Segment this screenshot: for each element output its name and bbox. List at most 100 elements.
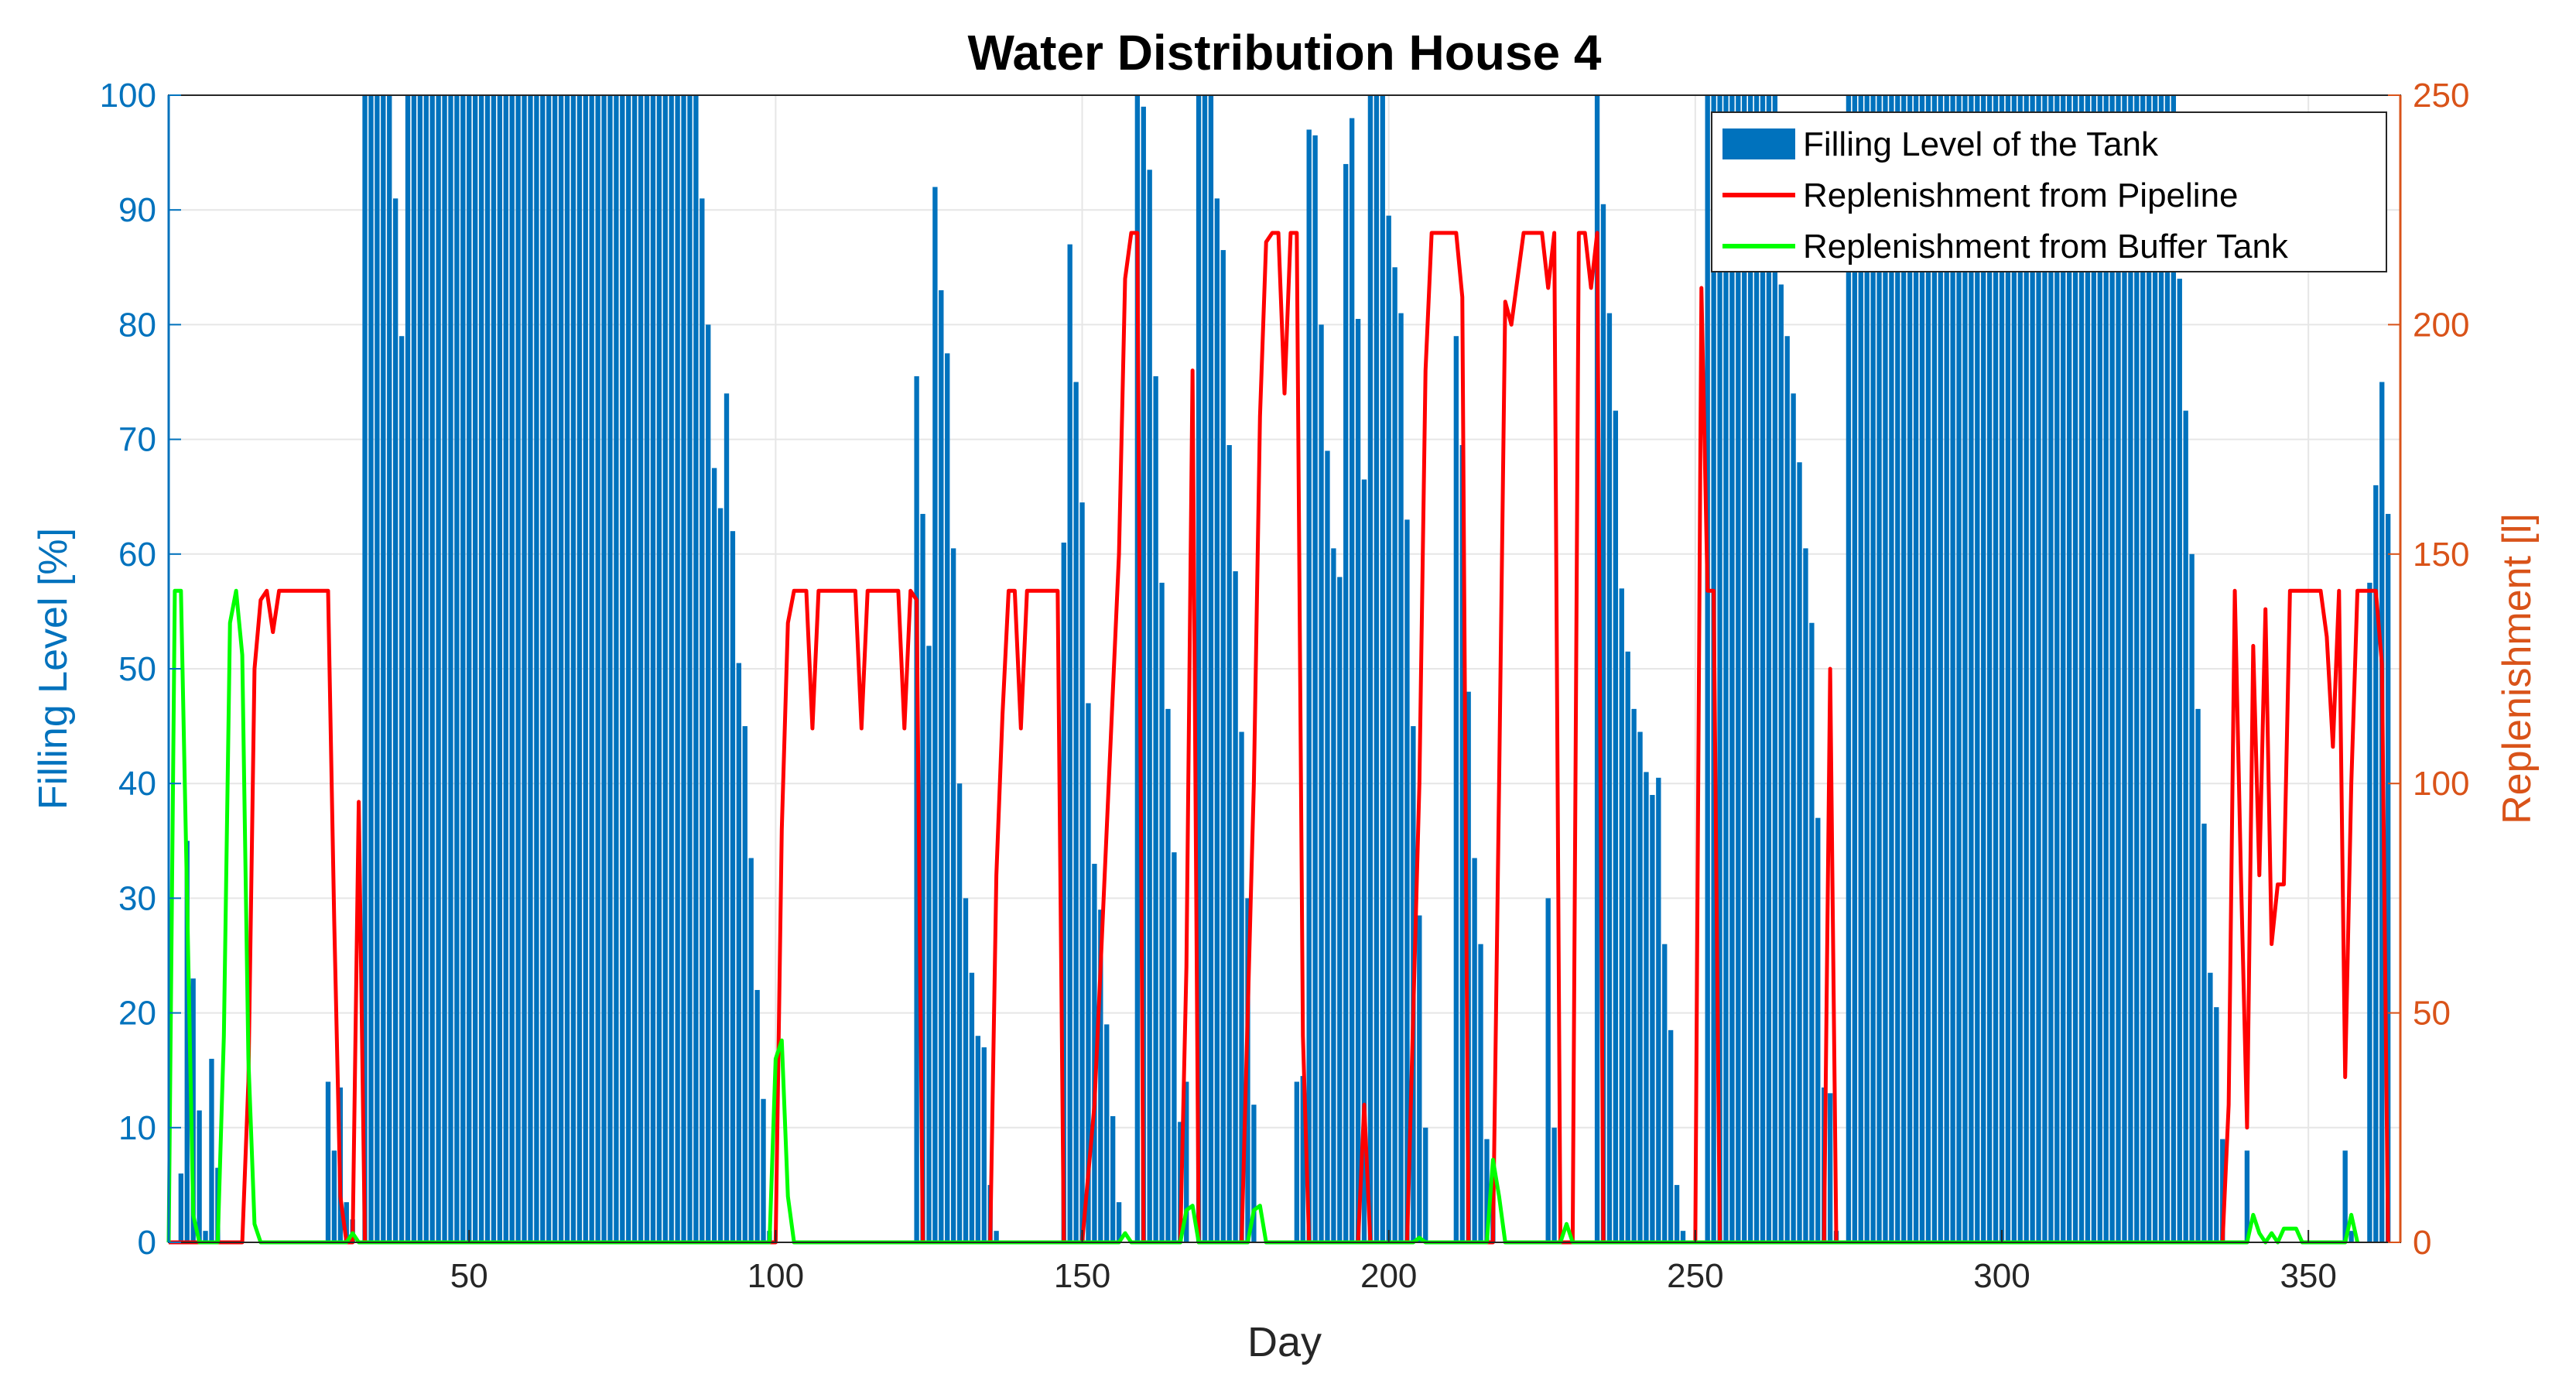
bar-day-36 bbox=[381, 95, 386, 1242]
bar-day-264 bbox=[1778, 284, 1784, 1242]
bar-day-76 bbox=[626, 95, 631, 1242]
bar-day-46 bbox=[442, 95, 447, 1242]
y-left-tick-label-60: 60 bbox=[118, 536, 156, 574]
bar-day-153 bbox=[1098, 910, 1103, 1242]
bar-day-66 bbox=[564, 95, 570, 1242]
bar-day-43 bbox=[423, 95, 429, 1242]
bar-day-236 bbox=[1606, 313, 1613, 1243]
bar-day-261 bbox=[1760, 95, 1766, 1242]
bar-day-59 bbox=[522, 95, 527, 1242]
x-tick-label-50: 50 bbox=[450, 1257, 488, 1295]
bar-day-88 bbox=[700, 198, 705, 1242]
bar-day-331 bbox=[2189, 553, 2195, 1242]
bar-day-254 bbox=[1717, 95, 1722, 1242]
bar-day-277 bbox=[1858, 95, 1863, 1242]
bar-day-54 bbox=[491, 95, 497, 1242]
bar-day-319 bbox=[2116, 95, 2121, 1242]
ticks: 50 100 150 200 250 300 350 0 10 20 30 40 50 60 70 80 90 1… bbox=[100, 77, 2470, 1295]
bar-day-136 bbox=[994, 1231, 999, 1242]
bar-day-238 bbox=[1619, 588, 1624, 1242]
bar-day-164 bbox=[1165, 708, 1171, 1242]
bar-day-191 bbox=[1331, 548, 1336, 1242]
bar-day-324 bbox=[2146, 95, 2152, 1242]
bar-day-37 bbox=[387, 95, 392, 1242]
bar-day-34 bbox=[368, 95, 374, 1242]
bar-day-302 bbox=[2011, 95, 2017, 1242]
bar-day-84 bbox=[675, 95, 680, 1242]
bar-day-8 bbox=[209, 1058, 214, 1242]
bar-day-279 bbox=[1870, 95, 1876, 1242]
y-right-tick-label-100: 100 bbox=[2413, 765, 2469, 803]
bar-day-227 bbox=[1551, 1127, 1557, 1242]
bar-day-147 bbox=[1061, 542, 1066, 1242]
bar-day-291 bbox=[1944, 95, 1949, 1242]
bar-day-33 bbox=[362, 95, 368, 1242]
bar-day-65 bbox=[558, 95, 564, 1242]
bar-day-292 bbox=[1950, 95, 1955, 1242]
bar-day-322 bbox=[2134, 95, 2140, 1242]
bar-day-155 bbox=[1110, 1115, 1116, 1242]
bar-day-296 bbox=[1975, 95, 1980, 1242]
bar-day-298 bbox=[1986, 95, 1993, 1242]
legend-swatch-filling-level bbox=[1722, 128, 1795, 159]
bar-day-28 bbox=[331, 1150, 337, 1242]
bar-day-62 bbox=[540, 95, 546, 1242]
bar-day-176 bbox=[1239, 731, 1244, 1242]
bar-day-132 bbox=[969, 972, 975, 1242]
bar-day-156 bbox=[1116, 1202, 1122, 1242]
bar-day-275 bbox=[1846, 95, 1852, 1242]
bar-day-269 bbox=[1809, 622, 1815, 1242]
bar-day-255 bbox=[1723, 95, 1729, 1242]
y-right-tick-label-200: 200 bbox=[2413, 306, 2469, 344]
bar-day-270 bbox=[1815, 817, 1821, 1242]
bar-day-167 bbox=[1184, 1081, 1189, 1242]
bar-day-334 bbox=[2208, 972, 2213, 1242]
bar-day-63 bbox=[546, 95, 552, 1242]
bar-day-89 bbox=[706, 324, 711, 1242]
x-axis-label: Day bbox=[1247, 1319, 1322, 1365]
bar-day-306 bbox=[2036, 95, 2041, 1242]
bar-day-60 bbox=[528, 95, 533, 1242]
bar-day-150 bbox=[1079, 502, 1085, 1242]
bar-day-30 bbox=[344, 1202, 349, 1242]
bar-day-79 bbox=[644, 95, 650, 1242]
bar-day-240 bbox=[1631, 708, 1637, 1242]
y-right-tick-label-0: 0 bbox=[2413, 1224, 2431, 1262]
bar-day-69 bbox=[583, 95, 588, 1242]
bar-day-256 bbox=[1729, 95, 1735, 1242]
bar-day-211 bbox=[1453, 336, 1459, 1243]
bar-day-154 bbox=[1104, 1024, 1110, 1242]
bar-day-53 bbox=[484, 95, 491, 1242]
bar-day-41 bbox=[411, 95, 417, 1242]
x-tick-label-200: 200 bbox=[1360, 1257, 1417, 1295]
bar-day-332 bbox=[2195, 708, 2201, 1242]
bar-day-38 bbox=[392, 198, 399, 1242]
bar-day-185 bbox=[1294, 1081, 1300, 1242]
bar-day-47 bbox=[448, 95, 453, 1242]
bar-day-307 bbox=[2042, 95, 2047, 1242]
y-left-tick-label-10: 10 bbox=[118, 1109, 156, 1147]
bar-day-85 bbox=[681, 95, 686, 1242]
y-left-tick-label-40: 40 bbox=[118, 765, 156, 803]
bar-day-268 bbox=[1803, 548, 1808, 1242]
bar-day-201 bbox=[1392, 267, 1397, 1242]
bar-day-50 bbox=[467, 95, 472, 1242]
bar-day-214 bbox=[1472, 858, 1477, 1242]
bar-day-336 bbox=[2220, 1139, 2225, 1242]
bar-day-3 bbox=[178, 1173, 184, 1242]
bar-day-294 bbox=[1962, 95, 1968, 1242]
bar-day-241 bbox=[1637, 731, 1643, 1242]
bar-day-259 bbox=[1747, 95, 1753, 1242]
pipeline-line bbox=[169, 231, 2390, 1245]
bar-day-206 bbox=[1423, 1127, 1428, 1242]
bar-day-267 bbox=[1797, 462, 1802, 1242]
bar-day-226 bbox=[1545, 898, 1551, 1242]
bar-day-272 bbox=[1827, 1093, 1833, 1242]
bar-day-262 bbox=[1766, 95, 1772, 1242]
bar-day-257 bbox=[1736, 95, 1741, 1242]
y-left-tick-label-90: 90 bbox=[118, 191, 156, 229]
bar-day-203 bbox=[1404, 519, 1410, 1242]
bar-day-90 bbox=[711, 468, 717, 1242]
bar-day-193 bbox=[1343, 163, 1349, 1242]
